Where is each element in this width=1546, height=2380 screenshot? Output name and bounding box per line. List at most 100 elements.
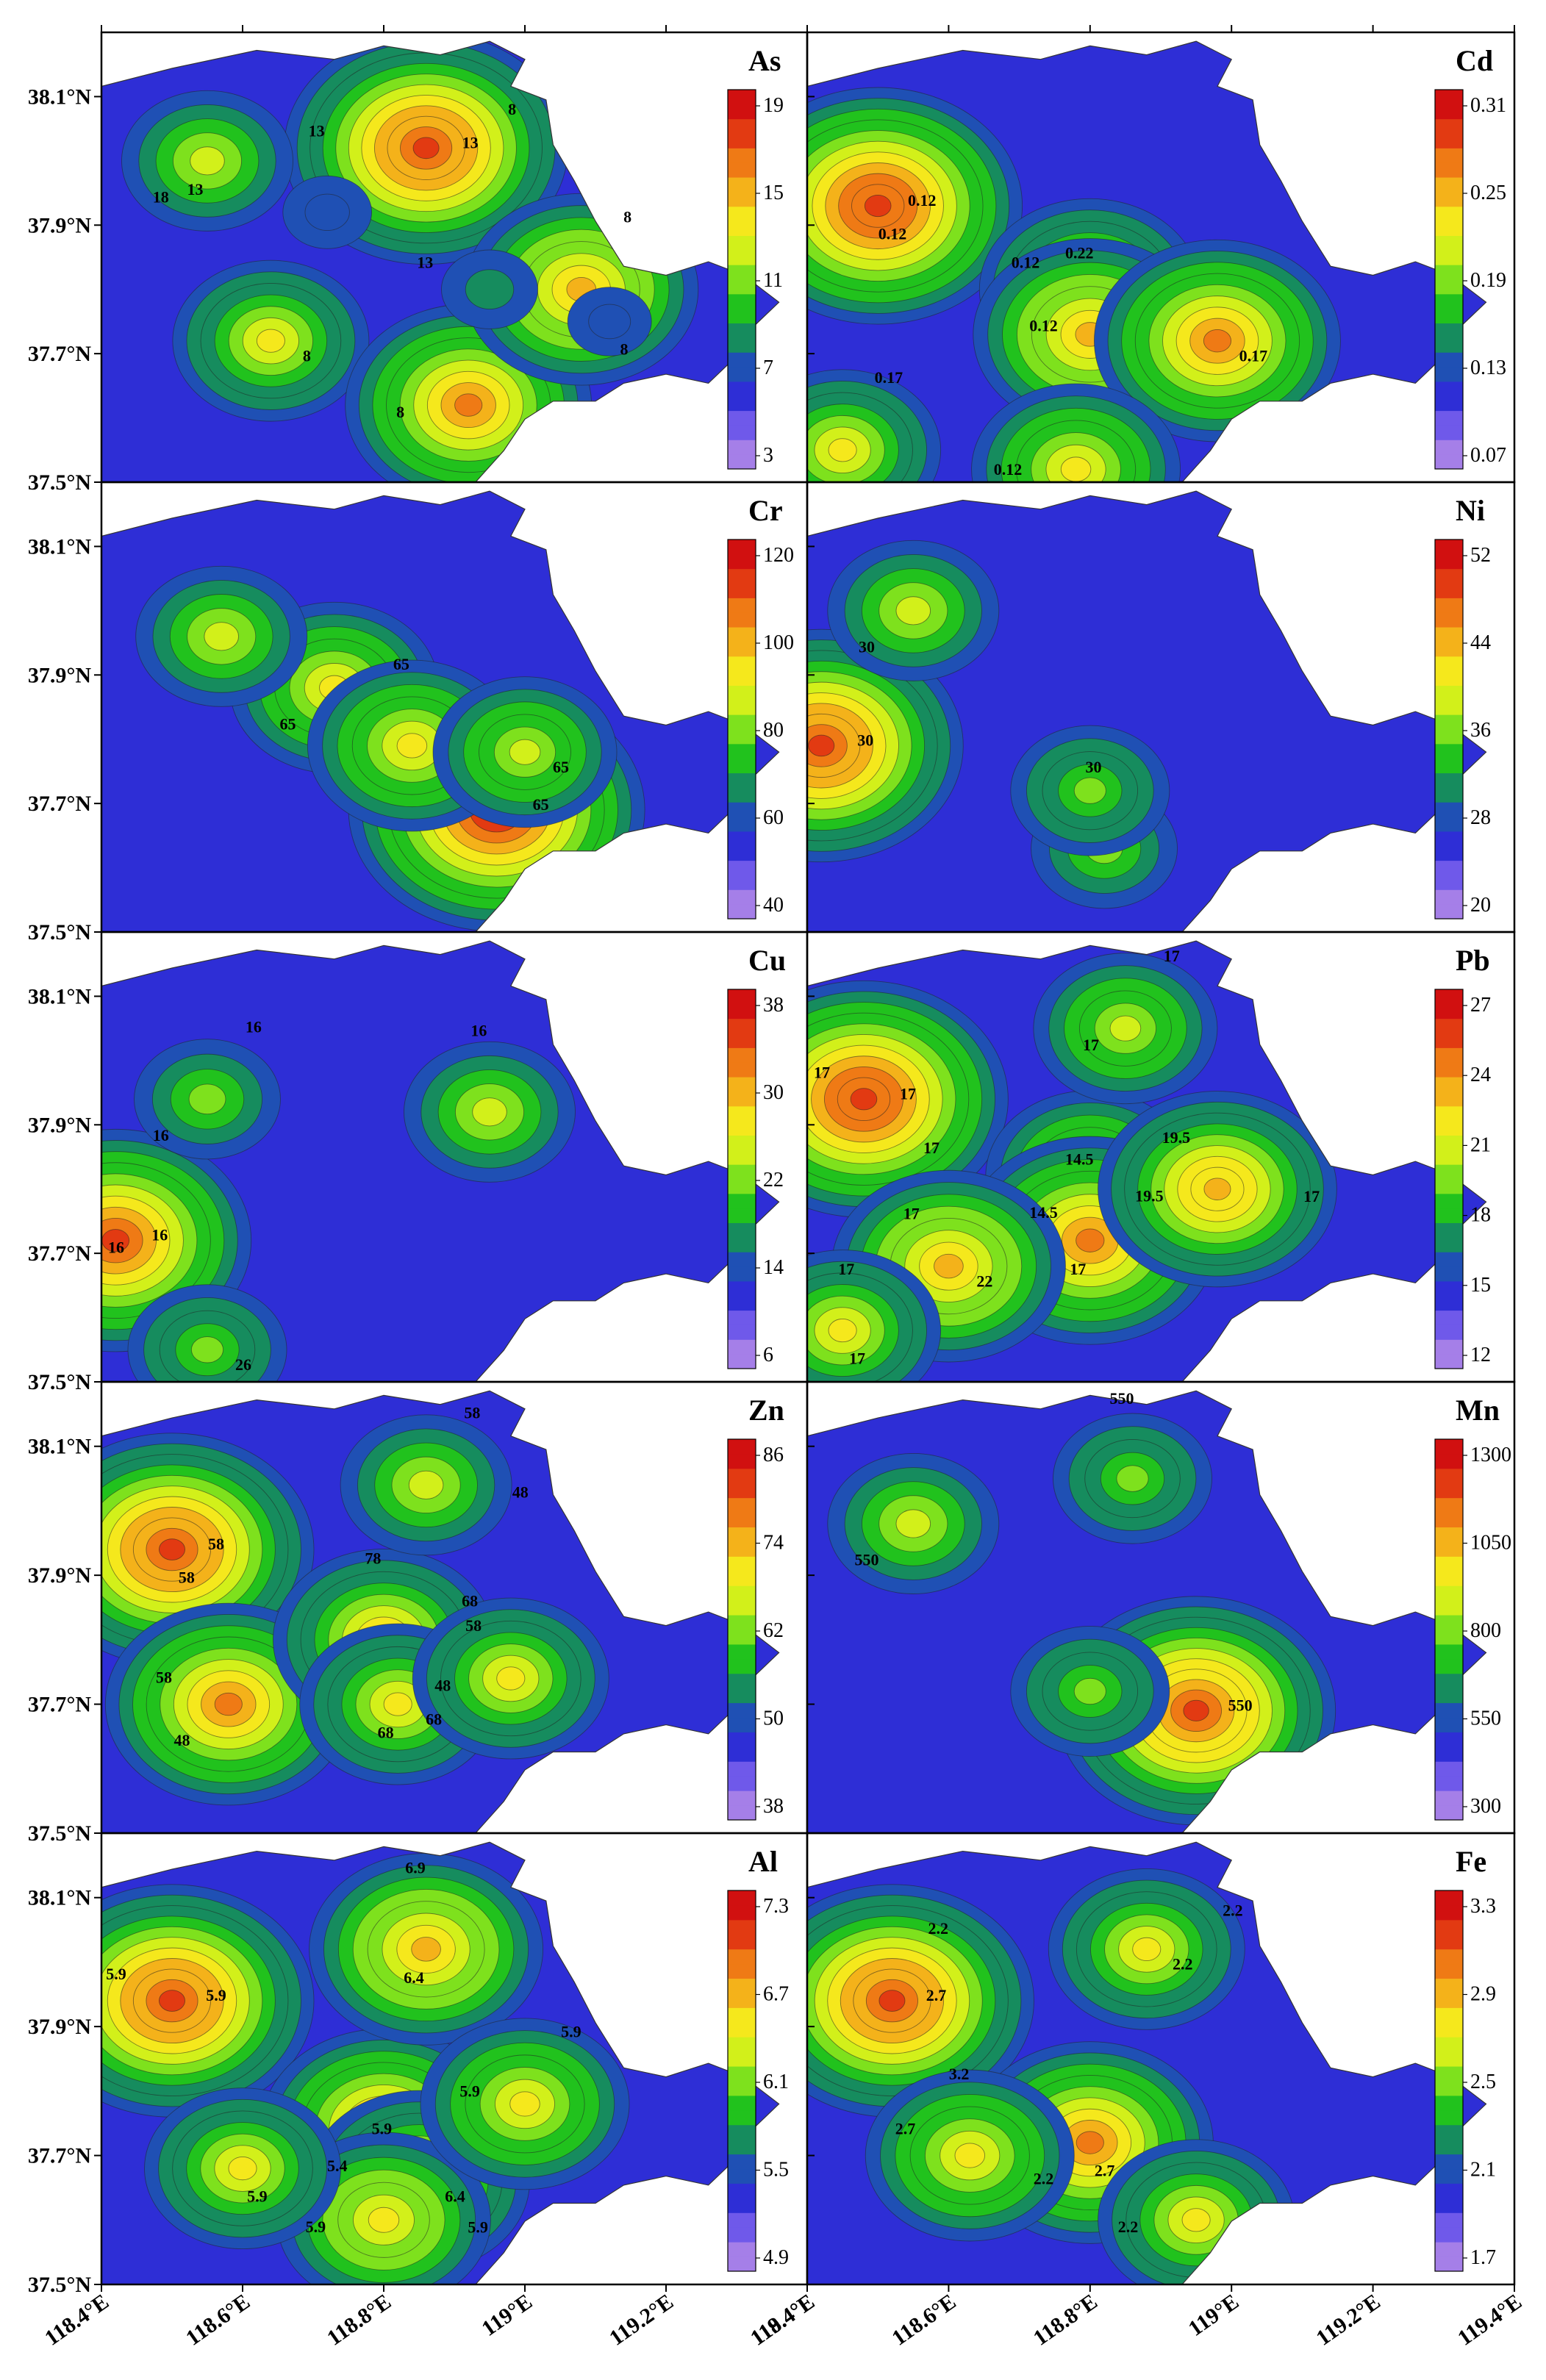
colorbar-step	[1435, 598, 1463, 613]
colorbar-step	[1435, 1949, 1463, 1965]
colorbar-step	[728, 2242, 756, 2257]
colorbar-step	[1435, 2124, 1463, 2140]
contour-label: 8	[623, 208, 631, 226]
colorbar-step	[1435, 1630, 1463, 1645]
concentration-field	[807, 941, 1486, 1382]
colorbar-step	[728, 1688, 756, 1704]
colorbar-label: 2.9	[1470, 1983, 1496, 2006]
element-title: Al	[748, 1845, 778, 1878]
colorbar-step	[728, 1791, 756, 1806]
colorbar-label: 28	[1470, 806, 1491, 829]
lat-tick-label: 38.1°N	[28, 1886, 91, 1910]
concentration-field	[807, 41, 1486, 482]
colorbar-step	[1435, 1600, 1463, 1616]
colorbar-step	[1435, 1439, 1463, 1455]
colorbar-step	[1435, 1934, 1463, 1950]
lat-tick-label: 38.1°N	[28, 1435, 91, 1459]
element-title: Fe	[1456, 1845, 1486, 1878]
colorbar-frame	[1434, 1890, 1464, 2272]
colorbar-label: 300	[1470, 1795, 1501, 1818]
contour-label: 2.7	[895, 2120, 916, 2138]
colorbar-step	[1435, 2066, 1463, 2082]
colorbar-step	[728, 323, 756, 338]
colorbar-label: 6	[763, 1344, 773, 1366]
colorbar-step	[1435, 2154, 1463, 2170]
colorbar: 86 74 62 50 38	[727, 1438, 784, 1821]
colorbar-step	[728, 1325, 756, 1340]
colorbar-label: 40	[763, 894, 784, 917]
colorbar-step	[1435, 133, 1463, 148]
colorbar-label: 30	[763, 1081, 784, 1104]
colorbar: 19 15 11 7 3	[727, 89, 784, 470]
concentration-field	[101, 1842, 779, 2284]
colorbar-step	[728, 583, 756, 598]
colorbar-step	[1435, 2022, 1463, 2037]
contour-ring	[412, 137, 440, 159]
contour-ring	[934, 1253, 964, 1279]
colorbar-step	[728, 2168, 756, 2184]
contour-label: 8	[620, 340, 629, 359]
lon-tick-label: 119°E	[477, 2290, 537, 2341]
contour-ring	[895, 596, 931, 626]
colorbar-step	[728, 904, 756, 920]
colorbar-label: 44	[1470, 631, 1491, 654]
colorbar-label: 6.1	[763, 2071, 789, 2093]
colorbar-step	[1435, 1746, 1463, 1762]
colorbar-step	[1435, 2198, 1463, 2213]
colorbar-step	[728, 1077, 756, 1092]
lat-tick-label: 38.1°N	[28, 984, 91, 1008]
colorbar-step	[728, 1354, 756, 1369]
colorbar-step	[728, 191, 756, 207]
contour-label: 65	[533, 795, 549, 814]
contour-label: 30	[857, 731, 873, 749]
element-title: Cr	[748, 494, 783, 527]
colorbar-step	[728, 700, 756, 715]
contour-ring	[864, 194, 892, 218]
colorbar-step	[1435, 1571, 1463, 1586]
colorbar-step	[1435, 308, 1463, 324]
colorbar-step	[1435, 1483, 1463, 1499]
contour-ring	[408, 1470, 444, 1499]
colorbar-step	[1435, 206, 1463, 222]
colorbar-step	[1435, 758, 1463, 774]
lon-tick-label: 119.4°E	[1453, 2290, 1526, 2351]
lon-tick-label: 118.4°E	[746, 2290, 819, 2351]
contour-label: 2.2	[1034, 2170, 1054, 2188]
colorbar-step	[728, 568, 756, 584]
lon-tick-label: 118.4°E	[40, 2290, 113, 2351]
contour-ring	[159, 1990, 185, 2012]
colorbar-label: 62	[763, 1619, 784, 1642]
contour-label: 13	[462, 133, 479, 151]
colorbar-step	[728, 265, 756, 280]
contour-label: 5.4	[327, 2157, 348, 2175]
study-area-outline	[101, 940, 780, 1383]
colorbar-step	[1435, 1033, 1463, 1048]
colorbar-label: 74	[763, 1532, 784, 1555]
colorbar-step	[728, 2257, 756, 2272]
contour-label: 6.4	[404, 1968, 424, 1987]
colorbar-label: 11	[763, 269, 783, 292]
colorbar-step	[1435, 1325, 1463, 1340]
colorbar-step	[1435, 743, 1463, 759]
contour-label: 17	[1083, 1036, 1099, 1054]
colorbar-label: 12	[1470, 1344, 1491, 1366]
contour-label: 30	[859, 638, 875, 656]
contour-label: 6.4	[445, 2187, 465, 2205]
contour-label: 2.2	[1223, 1902, 1243, 1920]
colorbar-label: 80	[763, 719, 784, 742]
colorbar-step	[728, 2007, 756, 2023]
contour-ring	[454, 393, 483, 417]
contour-label: 26	[235, 1355, 251, 1374]
colorbar-step	[1435, 845, 1463, 861]
colorbar-step	[1435, 1585, 1463, 1601]
colorbar-step	[728, 440, 756, 455]
study-area-outline	[101, 1390, 780, 1834]
colorbar-step	[1435, 1791, 1463, 1806]
contour-label: 0.12	[908, 191, 937, 209]
element-title: Zn	[748, 1394, 784, 1427]
colorbar-step	[1435, 1047, 1463, 1063]
colorbar-step	[1435, 1237, 1463, 1252]
contour-label: 13	[187, 180, 203, 198]
colorbar-step	[1435, 773, 1463, 788]
contour-label: 8	[508, 100, 516, 118]
